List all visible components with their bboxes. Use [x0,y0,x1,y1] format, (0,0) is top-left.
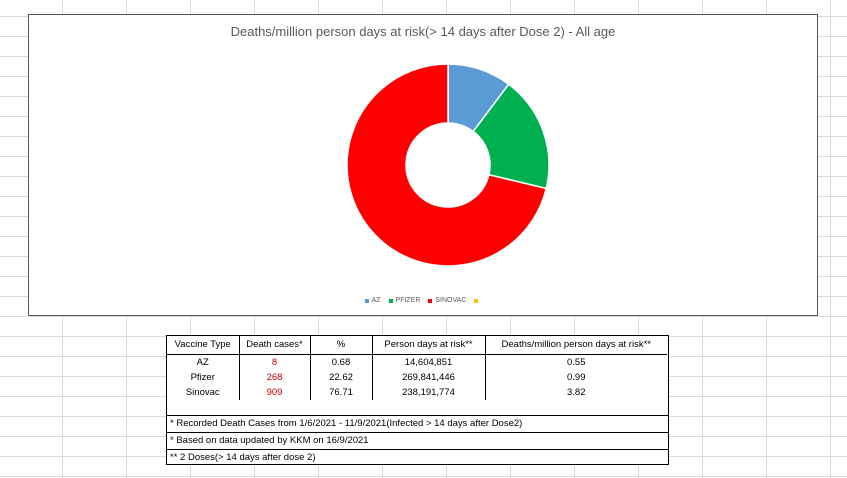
table-row: AZ 8 0.68 14,604,851 0.55 [167,354,667,370]
cell-person-days: 269,841,446 [372,370,486,385]
cell-vaccine: Pfizer [167,370,240,385]
chart-area: Deaths/million person days at risk(> 14 … [28,14,818,316]
legend-item-az: AZ [364,297,381,304]
legend-label-az: AZ [371,297,381,304]
legend-swatch-sinovac [428,298,433,303]
header-death-cases: Death cases* [239,336,311,355]
chart-legend: AZ PFIZER SINOVAC [29,297,817,304]
cell-person-days: 238,191,774 [372,385,486,400]
header-deaths-per-million: Deaths/million person days at risk** [485,336,667,355]
cell-vaccine: AZ [167,354,240,370]
table-row: Pfizer 268 22.62 269,841,446 0.99 [167,370,667,385]
data-table-box: Vaccine Type Death cases* % Person days … [166,335,669,465]
legend-swatch-empty [474,298,479,303]
chart-title: Deaths/million person days at risk(> 14 … [230,24,616,39]
cell-percent: 0.68 [310,354,373,370]
donut-chart [346,63,550,267]
note-death-cases: * Recorded Death Cases from 1/6/2021 - 1… [167,416,668,433]
data-table: Vaccine Type Death cases* % Person days … [167,336,667,400]
cell-deaths-per-million: 0.99 [567,372,586,383]
legend-label-pfizer: PFIZER [395,297,421,304]
cell-person-days: 14,604,851 [372,354,486,370]
legend-swatch-az [364,298,369,303]
cell-percent: 76.71 [310,385,373,400]
header-percent: % [310,336,373,355]
donut-slice-sinovac [346,63,548,267]
legend-label-sinovac: SINOVAC [435,297,467,304]
header-vaccine-type: Vaccine Type [167,336,240,355]
table-notes: * Recorded Death Cases from 1/6/2021 - 1… [167,415,668,466]
legend-item-empty [474,297,481,304]
legend-item-pfizer: PFIZER [388,297,421,304]
cell-deaths-per-million: 0.55 [567,357,586,368]
cell-death-cases: 909 [239,385,311,400]
legend-swatch-pfizer [388,298,393,303]
cell-death-cases: 268 [239,370,311,385]
note-doses: ** 2 Doses(> 14 days after dose 2) [170,452,316,463]
table-header-row: Vaccine Type Death cases* % Person days … [167,336,667,355]
table-row: Sinovac 909 76.71 238,191,774 3.82 [167,385,667,400]
legend-item-sinovac: SINOVAC [428,297,466,304]
note-data-source: * Based on data updated by KKM on 16/9/2… [167,433,668,450]
header-person-days: Person days at risk** [372,336,486,355]
cell-deaths-per-million: 3.82 [567,387,586,398]
cell-death-cases: 8 [239,354,311,370]
cell-vaccine: Sinovac [167,385,240,400]
cell-percent: 22.62 [310,370,373,385]
